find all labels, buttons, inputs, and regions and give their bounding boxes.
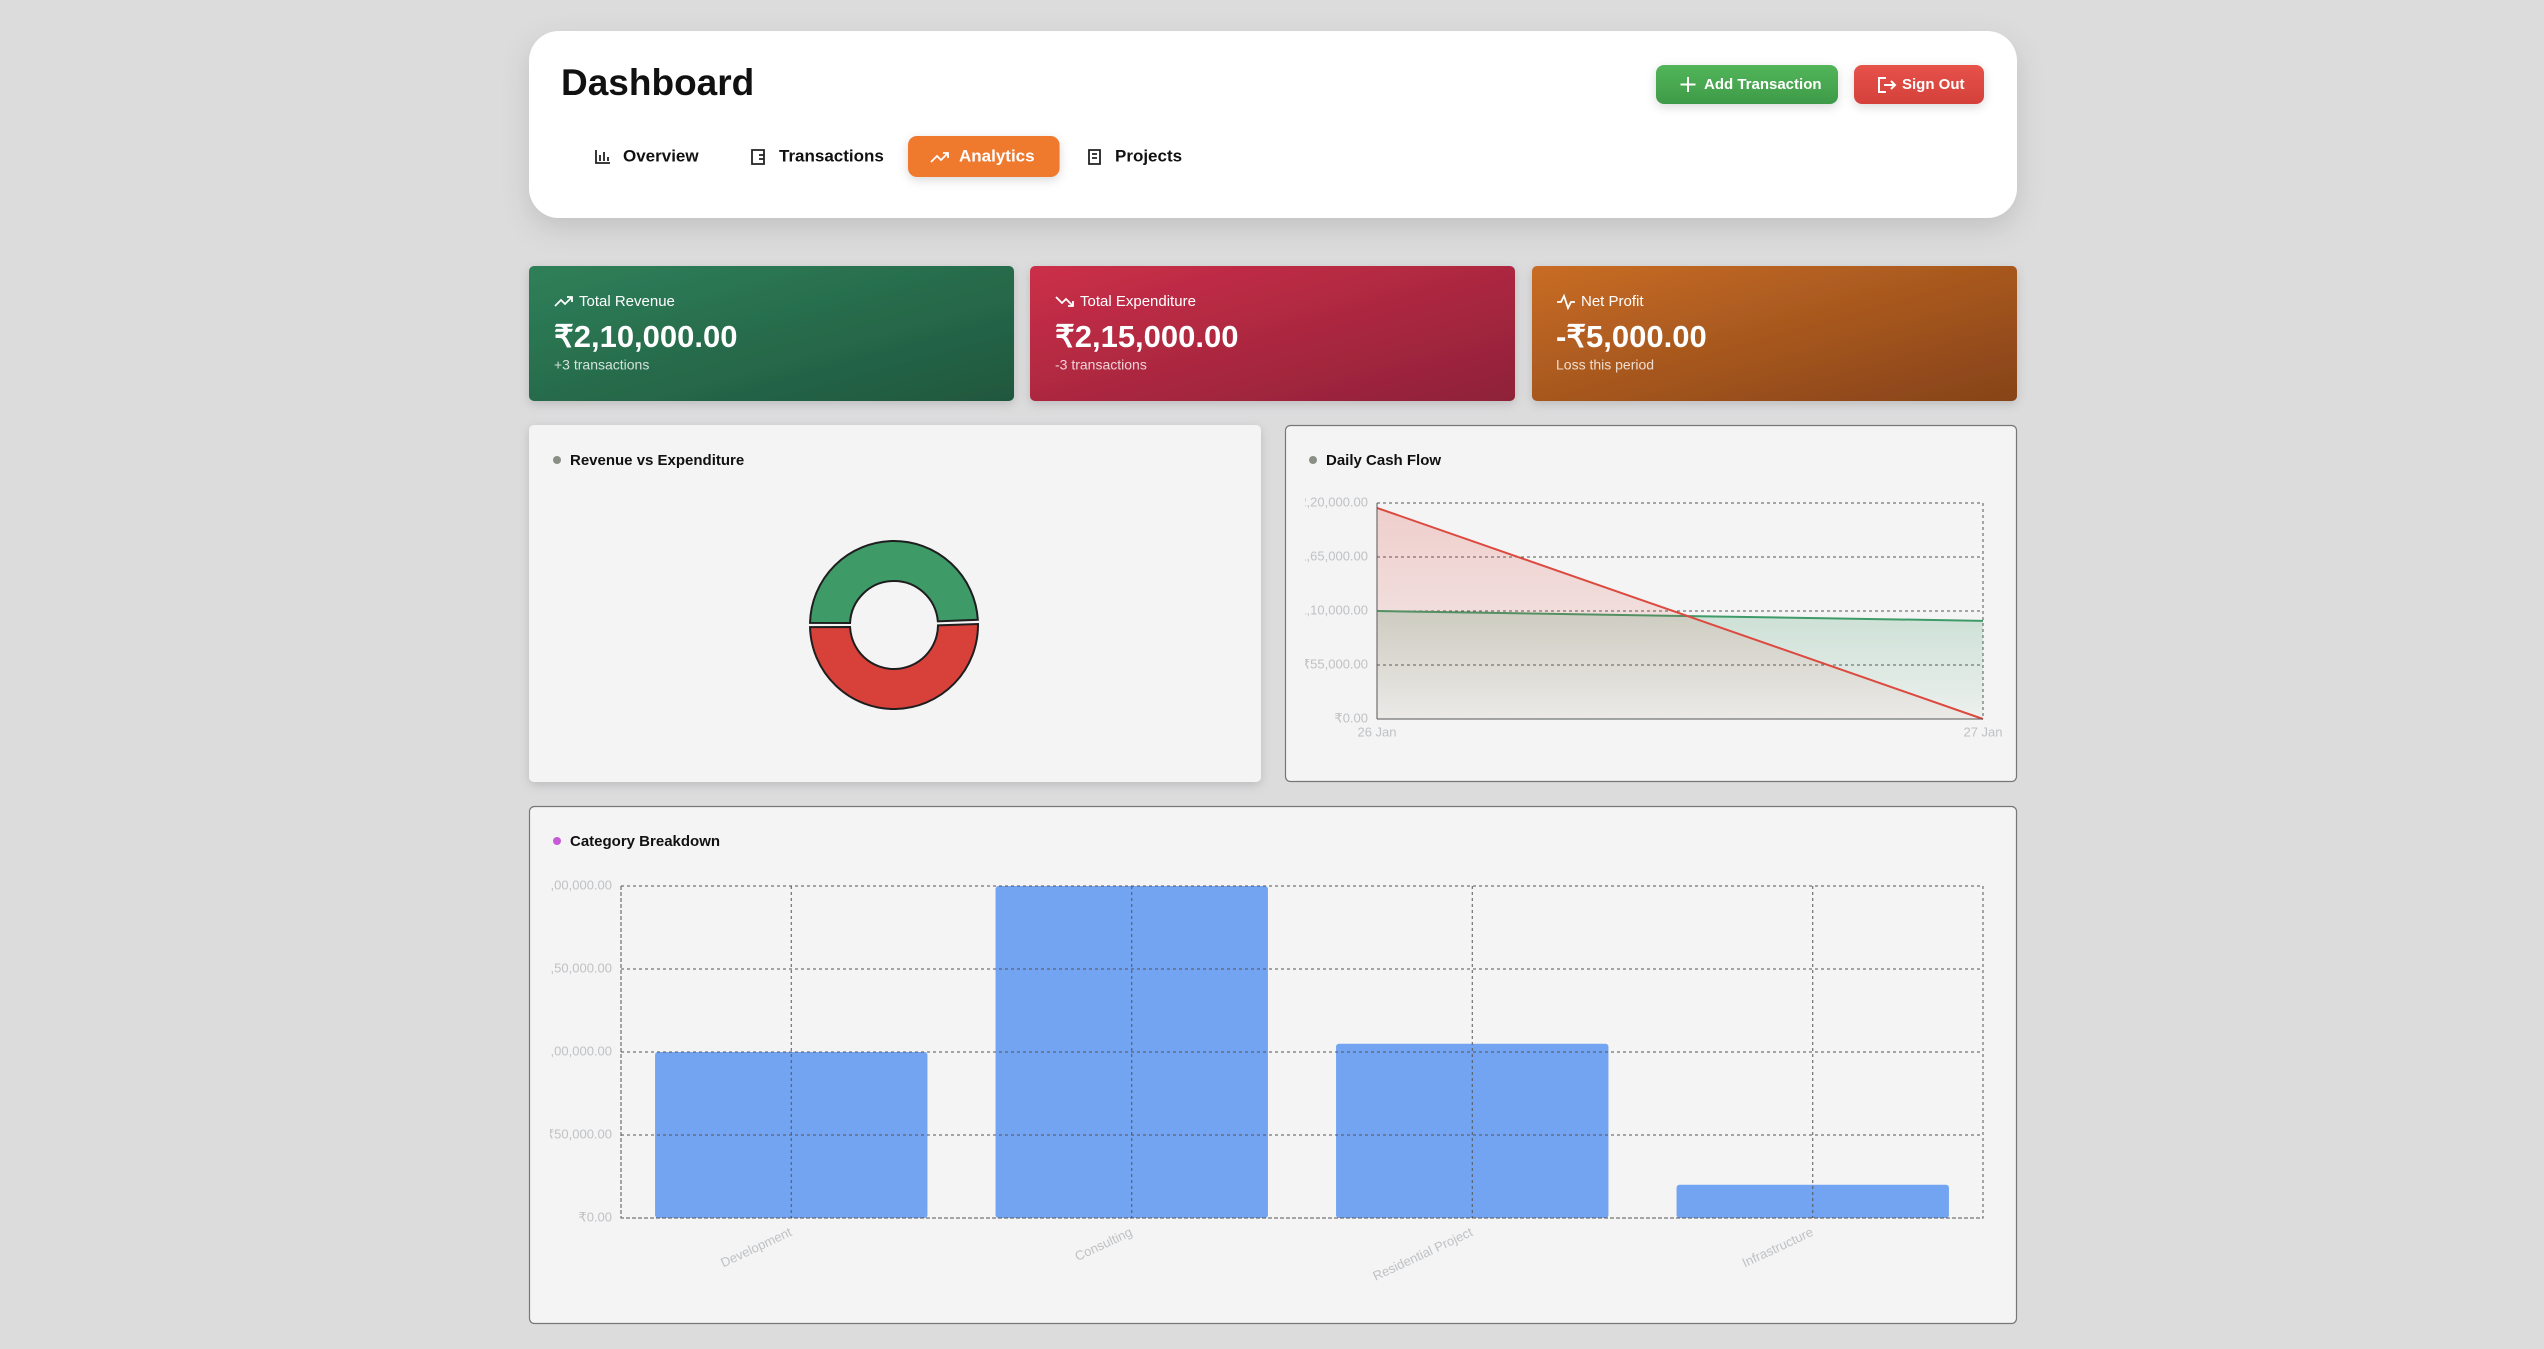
x-tick-label: 26 Jan [1357,724,1396,739]
y-tick-label: ₹1,65,000.00 [1291,548,1368,563]
plus-icon [1680,77,1696,92]
tab-label: Analytics [959,146,1035,165]
charts: Revenue vs Expenditure Daily Cash Flow ₹0.… [535,452,2003,1284]
y-tick-label: ₹2,00,000.00 [535,877,612,892]
stat-label: Total Expenditure [1080,293,1196,310]
stat-card: Net Profit -₹5,000.00 Loss this period [1532,266,2017,401]
plot-border [620,885,1984,1219]
tab[interactable]: Analytics [908,136,1060,177]
sign-out-button[interactable] [1854,65,1984,104]
title-dot [553,456,561,464]
y-tick-label: ₹1,50,000.00 [535,960,612,975]
chart-title: Category Breakdown [570,833,720,850]
tab-label: Projects [1115,146,1182,165]
y-tick-label: ₹55,000.00 [1302,656,1368,671]
tab-label: Transactions [779,146,884,165]
line [1376,506,1984,720]
donut-slice [808,622,979,710]
y-axis: ₹0.00 ₹55,000.00 ₹1,10,000.00 ₹1,65,000.00 ₹… [1291,494,1368,725]
stat-value: ₹2,15,000.00 [1055,319,1239,354]
stat-label: Total Revenue [579,293,675,310]
tab[interactable]: Overview [595,146,699,165]
y-tick-label: ₹1,00,000.00 [535,1043,612,1058]
y-axis: ₹0.00 ₹50,000.00 ₹1,00,000.00 ₹1,50,000.00 ₹… [535,877,612,1224]
title-dot [553,837,561,845]
tab[interactable]: Projects [1088,146,1182,165]
building-icon [1088,149,1101,165]
stat-card: Total Revenue ₹2,10,000.00 +3 transactio… [529,266,1014,401]
y-tick-label: ₹50,000.00 [546,1126,612,1141]
tab-bar: Overview Transactions Analytics Projects [595,136,1182,177]
stat-note: +3 transactions [554,357,649,373]
add-transaction-button[interactable] [1656,65,1838,104]
donut-slice [808,540,979,625]
stat-note: -3 transactions [1055,357,1147,373]
tab-label: Overview [623,146,699,165]
plot-border [1376,502,1984,720]
bar [1336,1043,1609,1218]
stat-card-bg [1030,266,1515,401]
y-tick-label: ₹2,20,000.00 [1291,494,1368,509]
title-dot [1309,456,1317,464]
tab[interactable]: Transactions [751,146,884,165]
chart-title: Revenue vs Expenditure [570,452,744,469]
y-tick-label: ₹1,10,000.00 [1291,602,1368,617]
y-tick-label: ₹0.00 [578,1209,612,1224]
trend-up-icon [554,296,573,307]
x-tick-label: 27 Jan [1963,724,2002,739]
button-label: Sign Out [1902,76,1965,93]
trend-down-icon [1055,296,1074,307]
stat-note: Loss this period [1556,357,1654,373]
header-card [529,31,2017,218]
chart-icon [595,150,610,164]
stat-card: Total Expenditure ₹2,15,000.00 -3 transa… [1030,266,1515,401]
stat-card-bg [529,266,1014,401]
chart-panel [529,425,1261,782]
y-tick-label: ₹0.00 [1334,710,1368,725]
sign-out-icon [1878,77,1897,93]
page-title: Dashboard [561,62,754,103]
stat-card-bg [1532,266,2017,401]
chart-title: Daily Cash Flow [1326,452,1441,469]
wallet-icon [751,149,765,165]
stat-value: ₹2,10,000.00 [554,319,738,354]
trend-icon [930,152,949,163]
stat-value: -₹5,000.00 [1556,319,1707,354]
bar [1676,1184,1949,1218]
button-label: Add Transaction [1704,76,1822,93]
stat-label: Net Profit [1581,293,1644,310]
activity-icon [1557,293,1575,311]
active-tab-pill [908,136,1060,177]
